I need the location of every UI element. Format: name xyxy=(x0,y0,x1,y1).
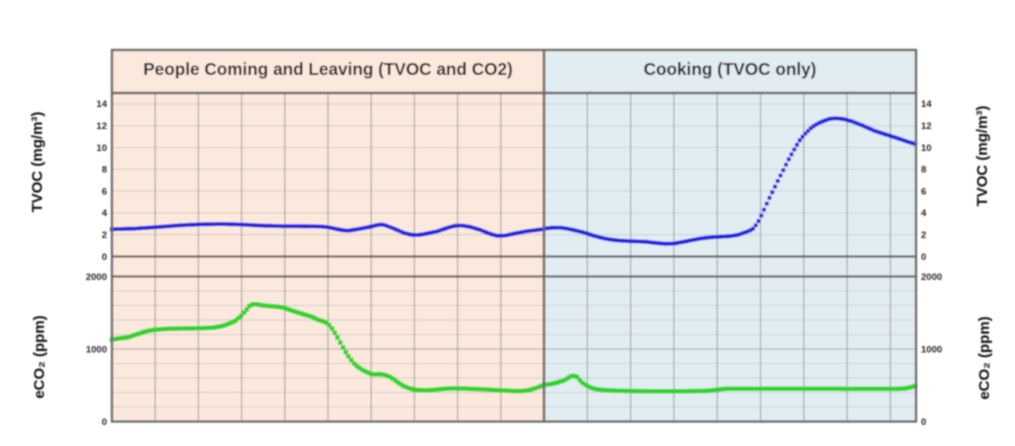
svg-text:1000: 1000 xyxy=(921,344,942,355)
svg-text:4: 4 xyxy=(102,208,108,219)
svg-text:2000: 2000 xyxy=(86,272,107,283)
svg-text:eCO₂ (ppm): eCO₂ (ppm) xyxy=(976,316,993,399)
svg-text:0: 0 xyxy=(102,252,107,263)
svg-text:0: 0 xyxy=(102,417,107,428)
svg-text:12: 12 xyxy=(96,121,107,132)
svg-text:Cooking (TVOC only): Cooking (TVOC only) xyxy=(644,59,817,79)
svg-text:6: 6 xyxy=(921,186,926,197)
svg-text:14: 14 xyxy=(921,99,932,110)
svg-text:6: 6 xyxy=(102,186,107,197)
svg-text:8: 8 xyxy=(921,165,926,176)
svg-text:1000: 1000 xyxy=(86,344,107,355)
svg-text:People Coming and Leaving (TVO: People Coming and Leaving (TVOC and CO2) xyxy=(143,59,513,79)
svg-text:0: 0 xyxy=(921,252,926,263)
svg-text:0: 0 xyxy=(921,417,926,428)
svg-text:10: 10 xyxy=(921,143,932,154)
svg-text:TVOC (mg/m³): TVOC (mg/m³) xyxy=(29,112,46,213)
svg-text:eCO₂ (ppm): eCO₂ (ppm) xyxy=(31,315,48,398)
svg-text:2: 2 xyxy=(921,230,926,241)
svg-text:4: 4 xyxy=(921,208,927,219)
svg-text:10: 10 xyxy=(96,143,107,154)
svg-text:14: 14 xyxy=(96,99,107,110)
svg-text:12: 12 xyxy=(921,121,932,132)
svg-text:2: 2 xyxy=(102,230,107,241)
svg-text:2000: 2000 xyxy=(921,272,942,283)
svg-text:TVOC (mg/m³): TVOC (mg/m³) xyxy=(974,106,991,207)
svg-text:8: 8 xyxy=(102,165,107,176)
